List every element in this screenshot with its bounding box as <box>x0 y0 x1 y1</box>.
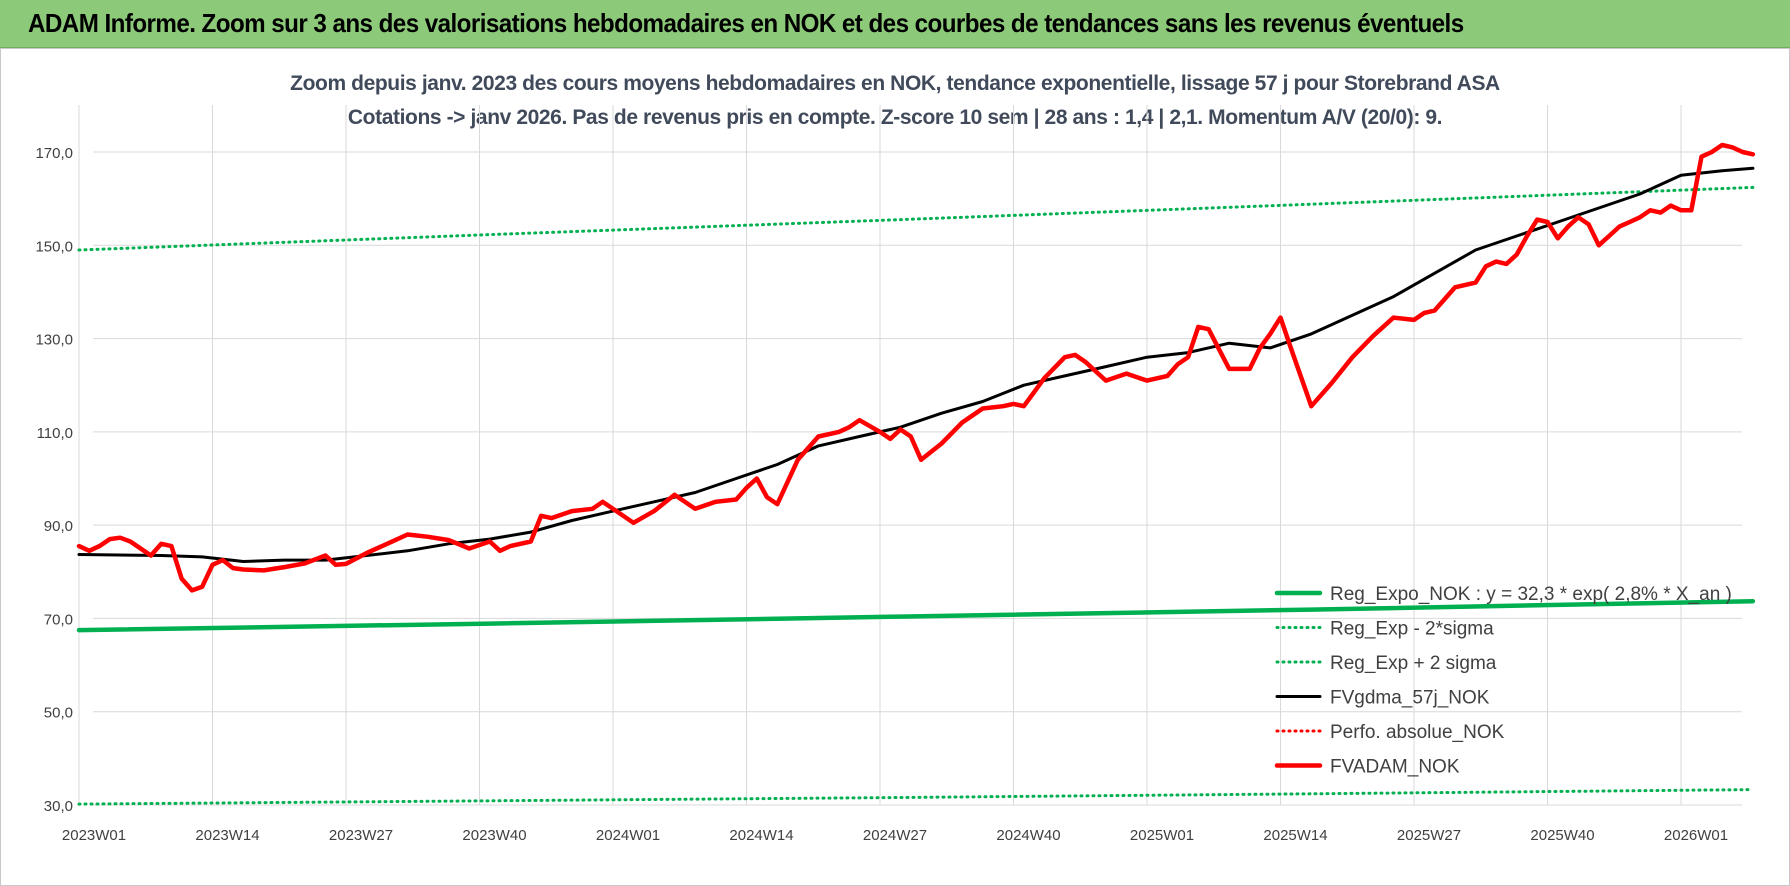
y-tick-label: 70,0 <box>44 611 73 628</box>
fvadam-line <box>76 142 1756 593</box>
reg-expo-line <box>76 598 1756 633</box>
x-tick-label: 2024W14 <box>729 827 793 844</box>
legend-reg-plus-2sigma-label: Reg_Exp + 2 sigma <box>1330 653 1497 674</box>
chart-title-line-1: Zoom depuis janv. 2023 des cours moyens … <box>290 72 1500 95</box>
x-tick-label: 2023W27 <box>329 827 393 844</box>
y-tick-label: 50,0 <box>44 705 73 722</box>
legend-fvadam-label: FVADAM_NOK <box>1330 757 1460 778</box>
x-tick-label: 2024W40 <box>996 827 1060 844</box>
y-tick-label: 170,0 <box>35 145 73 162</box>
y-tick-label: 130,0 <box>35 332 73 349</box>
report-banner: ADAM Informe. Zoom sur 3 ans des valoris… <box>0 0 1790 48</box>
fvgdma-line <box>77 166 1755 563</box>
reg-minus-2sigma-line <box>77 788 1755 806</box>
chart-title-line-2: Cotations -> janv 2026. Pas de revenus p… <box>347 106 1443 129</box>
legend-reg-minus-2sigma-label: Reg_Exp - 2*sigma <box>1330 619 1494 640</box>
y-tick-label: 30,0 <box>44 798 73 815</box>
x-tick-label: 2024W01 <box>596 827 660 844</box>
x-tick-label: 2025W40 <box>1530 827 1594 844</box>
x-tick-label: 2023W40 <box>462 827 526 844</box>
y-tick-label: 150,0 <box>35 238 73 255</box>
x-tick-label: 2025W01 <box>1130 827 1194 844</box>
x-tick-label: 2026W01 <box>1664 827 1728 844</box>
x-tick-label: 2025W14 <box>1263 827 1327 844</box>
x-tick-label: 2023W14 <box>195 827 259 844</box>
x-tick-label: 2024W27 <box>863 827 927 844</box>
x-tick-label: 2025W27 <box>1397 827 1461 844</box>
legend-perfo-absolue-label: Perfo. absolue_NOK <box>1330 722 1505 743</box>
legend-reg-expo-label: Reg_Expo_NOK : y = 32,3 * exp( 2,8% * X_… <box>1330 584 1732 605</box>
y-tick-label: 90,0 <box>44 518 73 535</box>
x-tick-label: 2023W01 <box>62 827 126 844</box>
reg-plus-2sigma-line <box>77 185 1755 252</box>
report-title: ADAM Informe. Zoom sur 3 ans des valoris… <box>28 8 1464 38</box>
y-tick-label: 110,0 <box>37 425 73 442</box>
legend-fvgdma-label: FVgdma_57j_NOK <box>1330 688 1490 709</box>
